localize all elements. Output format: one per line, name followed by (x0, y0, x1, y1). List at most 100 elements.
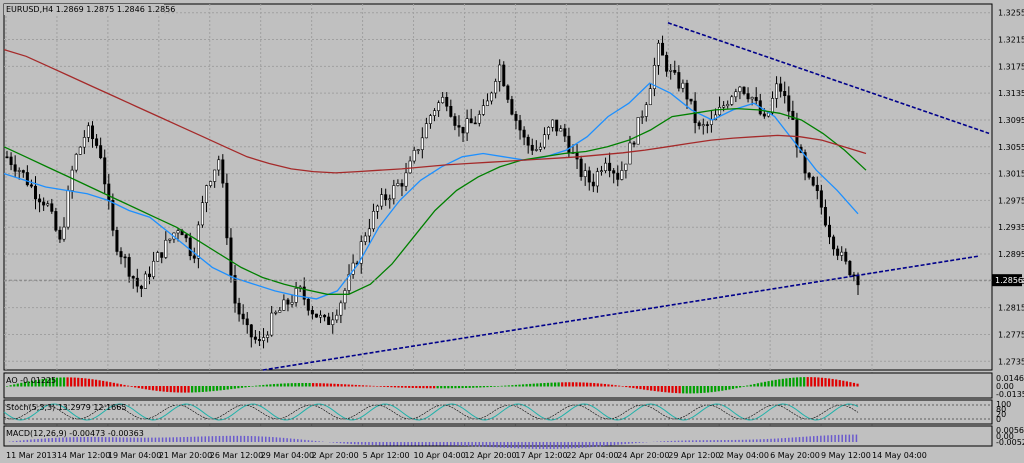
candle-body (54, 211, 58, 231)
candle-body (498, 64, 502, 82)
ao-bar (219, 386, 222, 391)
y-tick-label: 1.3175 (998, 62, 1024, 71)
candle-body (652, 65, 656, 89)
ao-bar (792, 377, 795, 387)
ao-bar (838, 380, 841, 387)
ao-bar (575, 382, 578, 387)
candle-body (473, 122, 477, 125)
candle-body (534, 149, 538, 151)
candle-body (42, 201, 46, 206)
ao-bar (827, 378, 831, 387)
ao-bar (336, 383, 340, 387)
ao-bar (689, 386, 692, 394)
candle-body (563, 128, 567, 137)
candle-body (669, 69, 673, 72)
candle-body (791, 110, 795, 120)
candle-body (306, 298, 310, 311)
candle-body (339, 302, 343, 316)
ao-bar (852, 382, 856, 387)
axes: 1.3255 1.3215 1.3175 1.3135 1.3095 1.3055 1.30… (6, 9, 1024, 460)
candle-body (656, 42, 660, 66)
ao-bar (614, 385, 617, 387)
ao-bar (586, 382, 589, 387)
candle-body (156, 252, 160, 262)
ao-bar (546, 382, 550, 387)
ao-bar (454, 386, 457, 389)
ao-bar (817, 377, 820, 387)
candle-body (795, 119, 799, 148)
ao-bar (187, 386, 190, 393)
candle-body (542, 134, 546, 148)
ao-bar (753, 384, 756, 387)
ao-bar (23, 382, 26, 387)
candle-body (91, 125, 95, 140)
ao-bar (557, 382, 560, 387)
ao-bar (73, 377, 76, 387)
ao-bar (536, 383, 539, 387)
candle-body (376, 205, 380, 212)
ao-bar (457, 386, 461, 389)
ao-bar (9, 385, 12, 387)
stoch-tick: 0 (996, 415, 1001, 424)
ao-bar (255, 385, 258, 387)
ao-bar (706, 386, 710, 393)
ao-bar (59, 377, 62, 387)
ao-bar (820, 377, 824, 387)
candle-body (823, 206, 827, 226)
candle-body (738, 86, 742, 93)
candle-body (253, 336, 257, 340)
stoch-tick: 100 (996, 400, 1011, 409)
x-tick-label: 9 May 12:00 (821, 451, 871, 460)
candle-body (396, 183, 400, 186)
ao-bar (593, 383, 596, 387)
candle-body (697, 122, 701, 127)
candle-body (135, 277, 139, 287)
ao-bar (212, 386, 215, 392)
ao-bar (739, 386, 742, 388)
ao-bar (347, 384, 350, 387)
ao-bar (130, 386, 133, 387)
candle-body (404, 172, 408, 187)
ao-bar (682, 386, 685, 394)
x-tick-label: 6 May 20:00 (770, 451, 820, 460)
ao-bar (500, 385, 503, 387)
candle-body (510, 99, 514, 115)
candle-body (335, 314, 339, 321)
candle-body (131, 276, 135, 279)
ao-bar (578, 382, 582, 387)
candle-body (127, 257, 131, 277)
ao-bar (831, 378, 834, 387)
ao-bar (813, 377, 816, 387)
ao-bar (176, 386, 179, 393)
candle-body (575, 152, 579, 160)
x-tick-label: 14 May 04:00 (872, 451, 927, 460)
ao-bar (845, 381, 848, 387)
candle-body (840, 251, 844, 256)
candle-body (689, 98, 693, 102)
macd-tick: -0.00523 (996, 438, 1024, 447)
ao-bar (778, 379, 781, 387)
ao-bar (237, 386, 240, 389)
ao-bar (692, 386, 695, 394)
ao-bar (450, 386, 453, 389)
candle-body (775, 83, 779, 99)
ao-bar (368, 385, 372, 387)
candle-body (66, 190, 70, 228)
ao-bar (465, 386, 468, 388)
ao-bar (703, 386, 706, 393)
y-tick-label: 1.3015 (998, 170, 1024, 179)
ao-bar (511, 385, 514, 387)
ao-bar (553, 382, 557, 387)
ao-bar (443, 386, 446, 389)
ao-bar (272, 384, 276, 387)
candle-body (13, 164, 17, 172)
ao-bar (667, 386, 671, 393)
ao-bar (308, 383, 311, 387)
candle-body (701, 124, 705, 127)
ao-bar (397, 386, 400, 388)
candle-body (331, 319, 335, 325)
ao-bar (749, 384, 752, 387)
candle-body (34, 185, 38, 200)
ao-bar (62, 377, 66, 387)
candle-body (168, 238, 172, 241)
